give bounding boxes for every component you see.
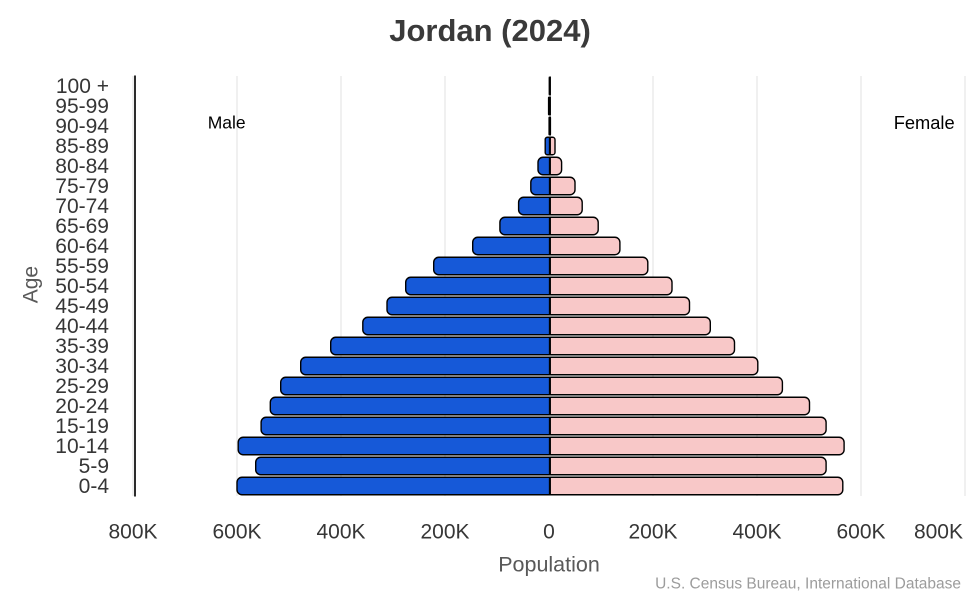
svg-text:Jordan (2024): Jordan (2024) (389, 13, 591, 48)
svg-text:Age: Age (20, 266, 43, 303)
svg-text:400K: 400K (316, 520, 365, 543)
svg-text:40-44: 40-44 (55, 315, 109, 338)
svg-text:65-69: 65-69 (55, 215, 109, 238)
svg-text:15-19: 15-19 (55, 415, 109, 438)
svg-text:45-49: 45-49 (55, 295, 109, 318)
svg-text:0: 0 (543, 520, 555, 543)
svg-text:U.S. Census Bureau, Internatio: U.S. Census Bureau, International Databa… (655, 576, 961, 593)
svg-text:200K: 200K (420, 520, 469, 543)
svg-text:800K: 800K (914, 520, 963, 543)
svg-text:Male: Male (208, 112, 246, 132)
svg-text:85-89: 85-89 (55, 135, 109, 158)
svg-text:55-59: 55-59 (55, 255, 109, 278)
svg-text:20-24: 20-24 (55, 395, 109, 418)
svg-text:95-99: 95-99 (55, 95, 109, 118)
svg-text:50-54: 50-54 (55, 275, 109, 298)
svg-text:35-39: 35-39 (55, 335, 109, 358)
svg-text:75-79: 75-79 (55, 175, 109, 198)
svg-text:600K: 600K (836, 520, 885, 543)
svg-text:100 +: 100 + (56, 75, 109, 98)
svg-text:200K: 200K (628, 520, 677, 543)
svg-text:10-14: 10-14 (55, 435, 109, 458)
svg-text:80-84: 80-84 (55, 155, 109, 178)
svg-text:60-64: 60-64 (55, 235, 109, 258)
svg-text:30-34: 30-34 (55, 355, 109, 378)
svg-text:90-94: 90-94 (55, 115, 109, 138)
svg-text:600K: 600K (212, 520, 261, 543)
svg-text:70-74: 70-74 (55, 195, 109, 218)
svg-text:800K: 800K (108, 520, 157, 543)
svg-text:0-4: 0-4 (79, 475, 110, 498)
svg-text:400K: 400K (732, 520, 781, 543)
svg-text:25-29: 25-29 (55, 375, 109, 398)
svg-text:Population: Population (498, 553, 600, 577)
svg-text:5-9: 5-9 (79, 455, 109, 478)
svg-text:Female: Female (894, 112, 955, 133)
